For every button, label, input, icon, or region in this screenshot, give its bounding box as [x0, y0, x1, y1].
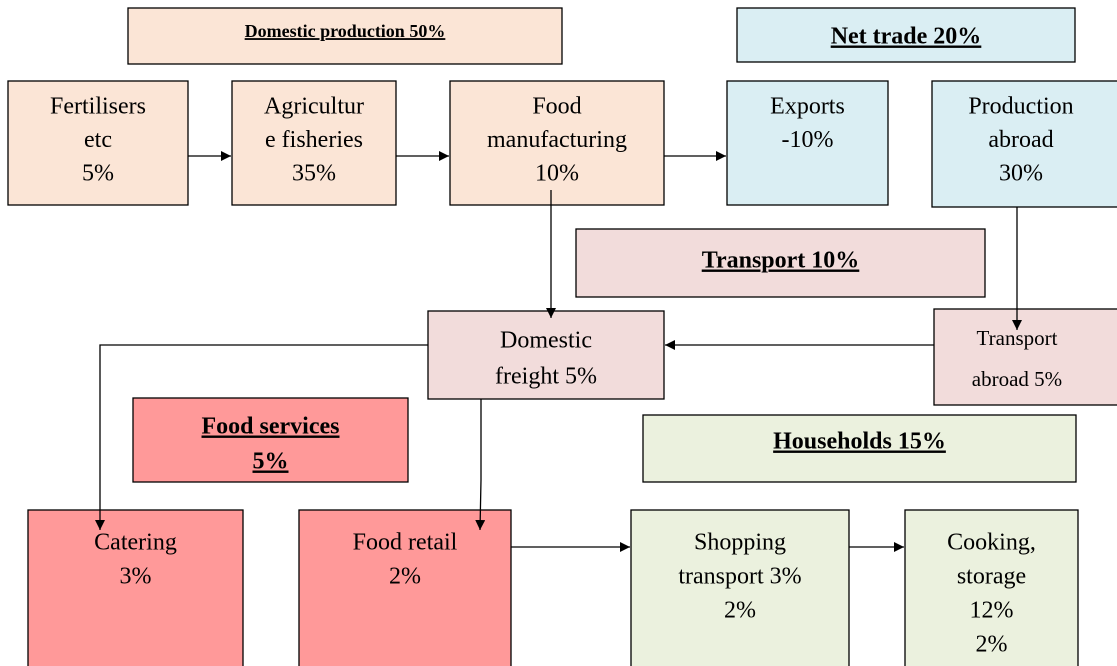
group-text: Net trade 20% — [831, 24, 982, 50]
node-box — [27, 509, 244, 666]
group-box — [132, 397, 409, 483]
node-text: abroad 5% — [972, 367, 1062, 391]
node-text: Production — [968, 94, 1073, 120]
node-text: 30% — [999, 161, 1043, 187]
node-box — [231, 80, 397, 206]
node-text: Catering — [94, 530, 177, 556]
node-text: e fisheries — [265, 127, 363, 153]
node-text: 3% — [120, 564, 152, 590]
group-box — [575, 228, 986, 298]
node-text: 2% — [389, 564, 421, 590]
node-text: Shopping — [694, 530, 786, 556]
node-text: Fertilisers — [50, 94, 146, 120]
node-text: -10% — [782, 127, 834, 153]
arrow — [475, 399, 486, 531]
node-box — [630, 509, 850, 666]
node-text: 2% — [724, 598, 756, 624]
group-text: Households 15% — [773, 429, 946, 455]
node-text: Food — [532, 94, 581, 120]
group-box — [736, 7, 1076, 63]
group-text: Transport 10% — [702, 248, 860, 274]
node-text: Exports — [770, 94, 845, 120]
node-text: Cooking, — [947, 530, 1036, 556]
node-box — [931, 80, 1117, 208]
node-text: Agricultur — [264, 94, 364, 120]
node-text: Food retail — [353, 530, 458, 556]
node-text: Domestic — [500, 328, 592, 354]
group-box — [642, 414, 1077, 483]
node-box — [726, 80, 889, 206]
node-text: 35% — [292, 161, 336, 187]
node-text: manufacturing — [487, 127, 627, 153]
node-text: 2% — [976, 632, 1008, 658]
group-text: Domestic production 50% — [245, 21, 446, 41]
group-box — [127, 7, 563, 65]
arrows — [95, 151, 1022, 552]
node-text: 12% — [970, 598, 1014, 624]
node-box — [933, 308, 1117, 406]
group-text: Food services — [202, 414, 340, 440]
node-box — [904, 509, 1079, 666]
node-text: 10% — [535, 161, 579, 187]
arrow — [95, 344, 428, 530]
node-text: freight 5% — [495, 364, 597, 390]
node-text: abroad — [988, 127, 1053, 153]
node-text: etc — [84, 127, 112, 153]
node-text: 5% — [82, 161, 114, 187]
node-box — [449, 80, 665, 206]
node-text: transport 3% — [678, 564, 801, 590]
boxes — [7, 7, 1117, 666]
labels: Domestic production 50% Net trade 20% Tran… — [50, 21, 1074, 657]
node-box — [7, 80, 189, 206]
group-text: 5% — [253, 449, 289, 475]
node-text: Transport — [977, 326, 1058, 350]
node-box — [298, 509, 512, 666]
node-text: storage — [957, 564, 1026, 590]
